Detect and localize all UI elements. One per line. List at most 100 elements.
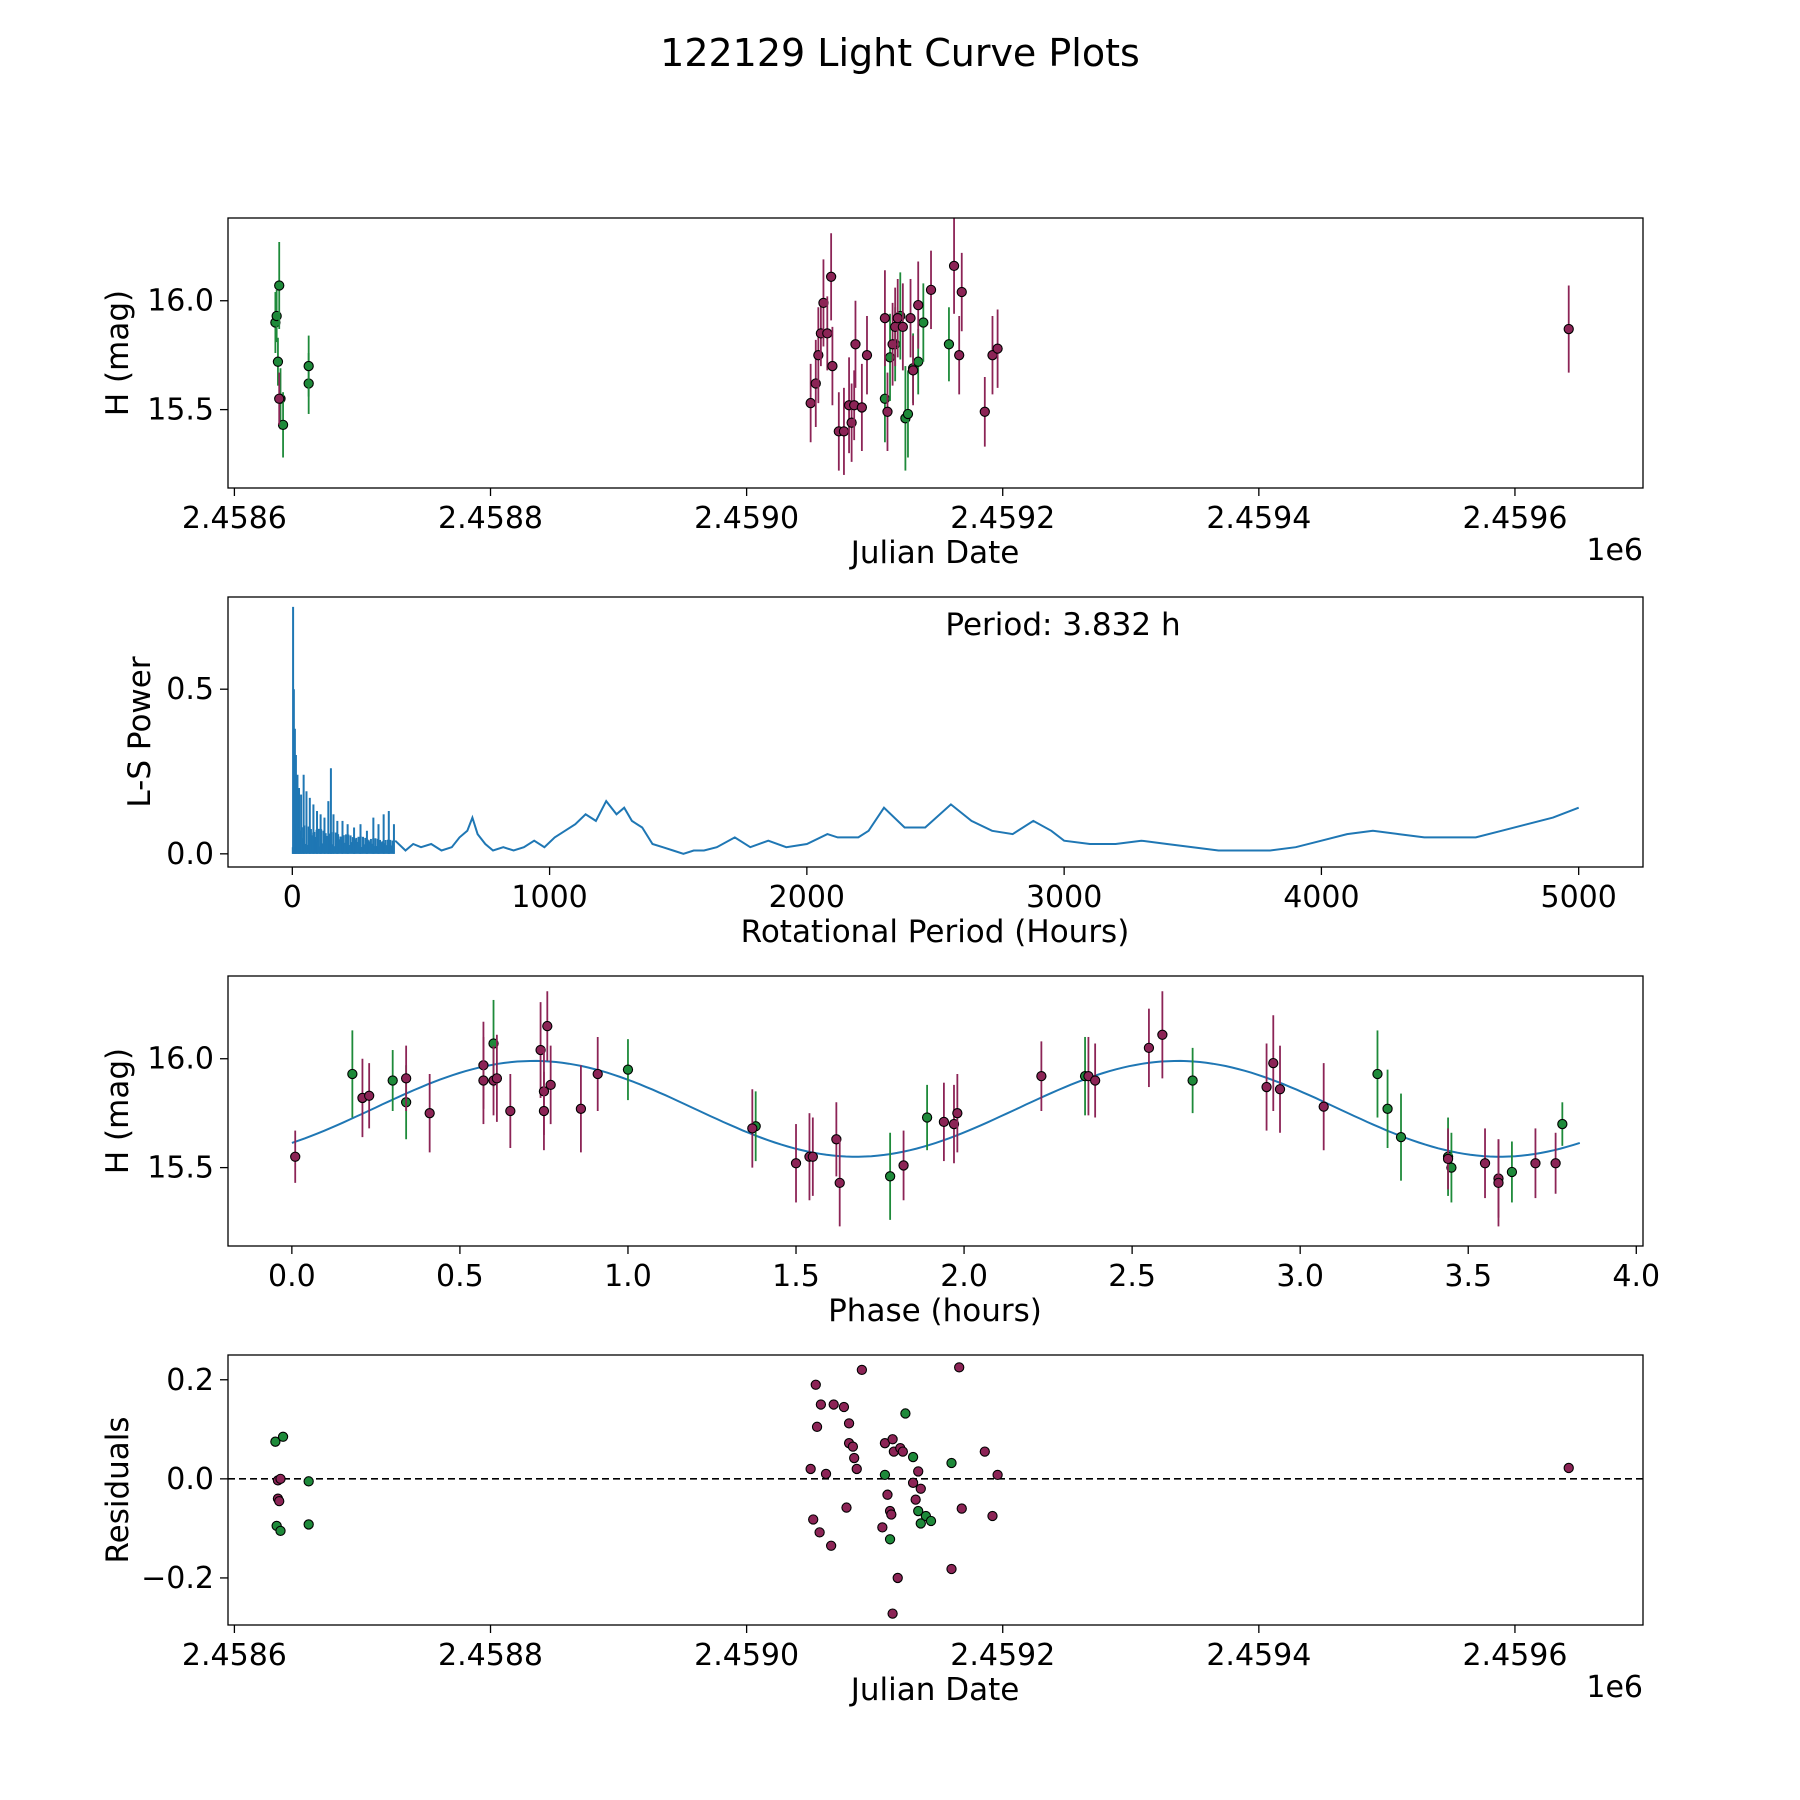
- figure-title: 122129 Light Curve Plots: [660, 31, 1140, 75]
- data-point-group_b: [834, 1177, 845, 1189]
- data-point-group_b: [954, 1362, 965, 1373]
- residuals-xtick-label: 2.4588: [438, 1638, 543, 1673]
- periodogram-ytick-label: 0.5: [166, 672, 214, 707]
- data-point-group_b: [913, 1466, 924, 1477]
- data-point-group_b: [907, 1477, 919, 1488]
- data-point-group_a: [1382, 1103, 1393, 1114]
- data-point-group_b: [1274, 1084, 1286, 1095]
- data-point-group_a: [347, 1068, 358, 1080]
- data-point-group_a: [925, 1515, 937, 1527]
- data-point-group_b: [535, 1044, 546, 1056]
- periodogram-marks: [291, 606, 1580, 855]
- lightcurve-xticks: 2.4586 2.4588 2.4590 2.4592 2.4594 2.4596: [182, 488, 1567, 536]
- data-point-group_b: [400, 1073, 412, 1084]
- data-point-group_b: [542, 1020, 553, 1032]
- lightcurve-yticks: 15.5 16.0: [147, 284, 228, 428]
- data-point-group_b: [838, 1401, 850, 1413]
- residuals-offset-label: 1e6: [1586, 1670, 1643, 1705]
- data-point-group_b: [992, 1469, 1003, 1481]
- residuals-xtick-label: 2.4596: [1462, 1638, 1567, 1673]
- data-point-group_b: [886, 1509, 897, 1520]
- lightcurve-ytick-label: 16.0: [147, 284, 214, 319]
- data-point-group_a: [270, 1436, 281, 1447]
- data-point-group_b: [892, 1572, 903, 1584]
- lightcurve-ytick-label: 15.5: [147, 393, 214, 428]
- phased-xtick-label: 0.0: [268, 1259, 316, 1294]
- residuals-ytick-label: 0.0: [166, 1462, 214, 1497]
- lightcurve-xlabel: Julian Date: [849, 535, 1020, 571]
- phased-xticks: 0.0 0.5 1.0 1.5 2.0 2.5 3.0 3.5 4.0: [268, 1246, 1660, 1294]
- lightcurve-xtick-label: 2.4586: [182, 501, 287, 536]
- residuals-ylabel: Residuals: [100, 1416, 136, 1563]
- data-point-group_b: [915, 1483, 926, 1494]
- data-point-group_b: [1530, 1158, 1541, 1169]
- data-point-group_a: [1557, 1118, 1568, 1130]
- data-point-group_b: [851, 1463, 862, 1475]
- data-point-group_a: [902, 408, 914, 420]
- data-point-group_b: [897, 321, 908, 333]
- periodogram-xlabel: Rotational Period (Hours): [741, 914, 1130, 950]
- data-point-group_b: [847, 1441, 859, 1452]
- data-point-group_b: [290, 1151, 301, 1162]
- data-point-group_b: [1157, 1029, 1168, 1040]
- data-point-group_b: [364, 1090, 375, 1101]
- data-point-group_b: [790, 1158, 802, 1169]
- data-point-group_b: [1563, 1462, 1574, 1474]
- residuals-ytick-label: 0.2: [166, 1363, 214, 1398]
- periodogram-line: [394, 799, 1580, 855]
- lightcurve-frame: [227, 217, 1644, 489]
- data-point-group_a: [274, 280, 285, 291]
- data-point-group_a: [921, 1112, 933, 1123]
- phased-xtick-label: 1.5: [772, 1259, 820, 1294]
- lightcurve-xtick-label: 2.4596: [1462, 501, 1567, 536]
- data-point-group_b: [850, 339, 861, 350]
- data-point-group_b: [946, 1563, 957, 1575]
- phased-ytick-label: 15.5: [147, 1151, 214, 1186]
- data-point-group_a: [915, 1518, 926, 1529]
- data-point-group_b: [898, 1160, 909, 1171]
- data-point-group_a: [622, 1064, 634, 1075]
- data-point-group_b: [913, 299, 924, 311]
- lightcurve-panel: 2.4586 2.4588 2.4590 2.4592 2.4594 2.4596 15.…: [100, 217, 1644, 571]
- residuals-yticks: −0.2 0.0 0.2: [141, 1363, 228, 1596]
- periodogram-xtick-label: 3000: [1026, 880, 1102, 915]
- data-point-group_b: [424, 1108, 435, 1119]
- lightcurve-marks: [270, 218, 1574, 475]
- phased-xtick-label: 3.0: [1276, 1259, 1324, 1294]
- data-point-group_b: [538, 1105, 550, 1117]
- periodogram-panel: 0 1000 2000 3000 4000 5000 0.0 0.5 Period: 3.8…: [122, 596, 1644, 950]
- data-point-group_a: [303, 1476, 314, 1487]
- data-point-group_b: [814, 1527, 825, 1538]
- data-point-group_b: [956, 286, 967, 298]
- lightcurve-ylabel: H (mag): [100, 290, 136, 416]
- phased-xtick-label: 1.0: [604, 1259, 652, 1294]
- periodogram-yticks: 0.0 0.5: [166, 672, 228, 872]
- data-point-group_a: [879, 1469, 891, 1481]
- data-point-group_b: [1143, 1042, 1155, 1054]
- data-point-group_b: [887, 1434, 898, 1445]
- data-point-group_a: [884, 1171, 896, 1182]
- data-point-group_b: [887, 1608, 898, 1619]
- data-point-group_b: [877, 1522, 888, 1533]
- data-point-group_a: [303, 1519, 314, 1530]
- data-point-group_b: [1493, 1177, 1504, 1189]
- periodogram-frame: [227, 596, 1644, 868]
- phased-frame: [227, 975, 1644, 1247]
- data-point-group_b: [938, 1116, 950, 1128]
- data-point-group_b: [954, 350, 965, 361]
- residuals-marks: [228, 1362, 1643, 1619]
- periodogram-xtick-label: 5000: [1541, 880, 1617, 915]
- data-point-group_a: [918, 317, 929, 328]
- data-point-group_b: [491, 1073, 503, 1084]
- data-point-group_b: [274, 1495, 285, 1507]
- data-point-group_b: [810, 1379, 821, 1390]
- residuals-xtick-label: 2.4592: [950, 1638, 1055, 1673]
- data-point-group_a: [387, 1075, 398, 1086]
- periodogram-ylabel: L-S Power: [122, 656, 158, 807]
- lightcurve-xtick-label: 2.4590: [694, 501, 799, 536]
- data-point-group_b: [882, 406, 893, 417]
- data-point-group_b: [827, 360, 838, 372]
- data-point-group_b: [828, 1399, 839, 1410]
- data-point-group_a: [277, 1431, 289, 1442]
